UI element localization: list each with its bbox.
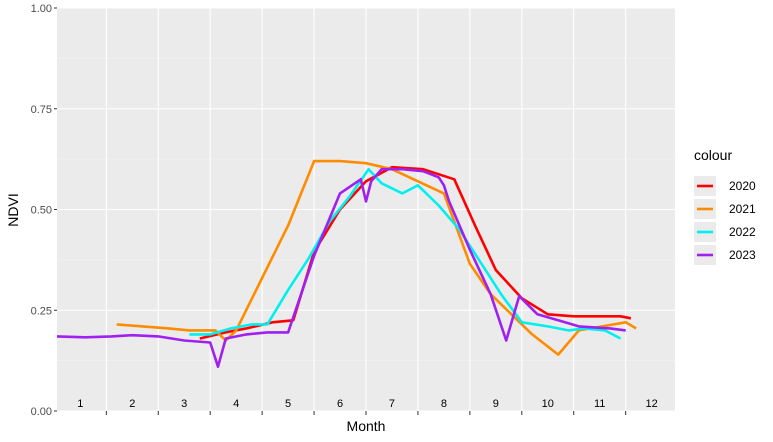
legend: colour 2020 2021 2022 2023 xyxy=(694,147,756,265)
series-line-2022 xyxy=(189,167,622,340)
y-tick-label: 0.50 xyxy=(31,205,52,217)
month-label: 6 xyxy=(337,398,343,410)
month-label: 10 xyxy=(542,398,554,410)
x-axis xyxy=(105,411,627,415)
y-tick-label: 0.75 xyxy=(31,104,52,116)
y-tick-label: 0.25 xyxy=(31,305,52,317)
legend-label-2023: 2023 xyxy=(729,248,756,262)
month-label: 7 xyxy=(389,398,395,410)
legend-label-2020: 2020 xyxy=(729,179,756,193)
legend-label-2022: 2022 xyxy=(729,225,756,239)
grid-major xyxy=(57,7,675,412)
month-label: 8 xyxy=(441,398,447,410)
y-tick-label: 0.00 xyxy=(31,406,52,418)
y-tick-label: 1.00 xyxy=(31,3,52,15)
series-layer xyxy=(56,159,637,368)
legend-title: colour xyxy=(694,147,732,163)
month-label: 12 xyxy=(646,398,658,410)
series-line-2020 xyxy=(199,165,632,340)
month-label: 11 xyxy=(594,398,605,410)
month-label: 2 xyxy=(129,398,135,410)
month-label: 1 xyxy=(77,398,83,410)
series-line-2023 xyxy=(56,167,626,368)
x-axis-title: Month xyxy=(347,418,386,434)
month-label: 5 xyxy=(285,398,291,410)
y-axis: 0.00 0.25 0.50 0.75 1.00 xyxy=(31,3,57,418)
month-labels: 1 2 3 4 5 6 7 8 9 10 11 12 xyxy=(77,398,657,410)
month-label: 3 xyxy=(181,398,187,410)
month-label: 4 xyxy=(233,398,239,410)
month-label: 9 xyxy=(493,398,499,410)
y-axis-title: NDVI xyxy=(5,193,21,226)
series-line-2021 xyxy=(116,159,637,356)
legend-label-2021: 2021 xyxy=(729,202,756,216)
